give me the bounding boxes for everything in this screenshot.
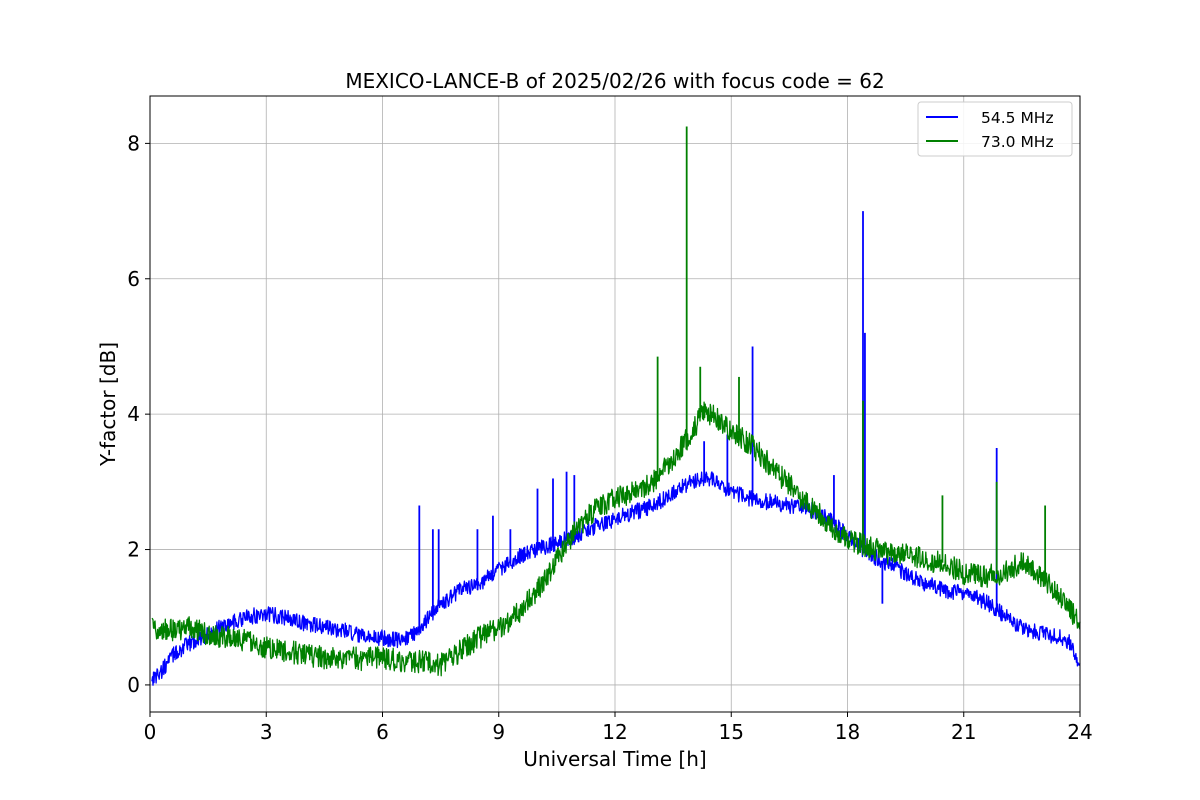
x-tick-label: 24 (1067, 720, 1092, 744)
x-tick-label: 18 (835, 720, 860, 744)
y-tick-label: 0 (127, 673, 140, 697)
x-tick-label: 6 (376, 720, 389, 744)
legend-label-73-0-mhz: 73.0 MHz (981, 133, 1054, 151)
x-tick-label: 12 (602, 720, 627, 744)
x-tick-label: 15 (719, 720, 744, 744)
series-layer (151, 126, 1081, 686)
chart-title: MEXICO-LANCE-B of 2025/02/26 with focus … (345, 69, 884, 93)
y-axis-label: Y-factor [dB] (96, 342, 120, 467)
legend-label-54-5-mhz: 54.5 MHz (981, 109, 1054, 127)
x-tick-label: 9 (492, 720, 505, 744)
x-tick-label: 21 (951, 720, 976, 744)
legend-box (917, 101, 1073, 157)
y-tick-label: 8 (127, 131, 140, 155)
y-tick-label: 2 (127, 538, 140, 562)
y-tick-label: 4 (127, 402, 140, 426)
legend: 54.5 MHz 73.0 MHz (917, 101, 1073, 157)
y-tick-label: 6 (127, 267, 140, 291)
x-tick-label: 0 (144, 720, 157, 744)
series-line-73-0-mhz (151, 401, 1081, 677)
series-line-54-5-mhz (151, 471, 1081, 686)
x-tick-label: 3 (260, 720, 273, 744)
x-axis-label: Universal Time [h] (523, 747, 706, 771)
